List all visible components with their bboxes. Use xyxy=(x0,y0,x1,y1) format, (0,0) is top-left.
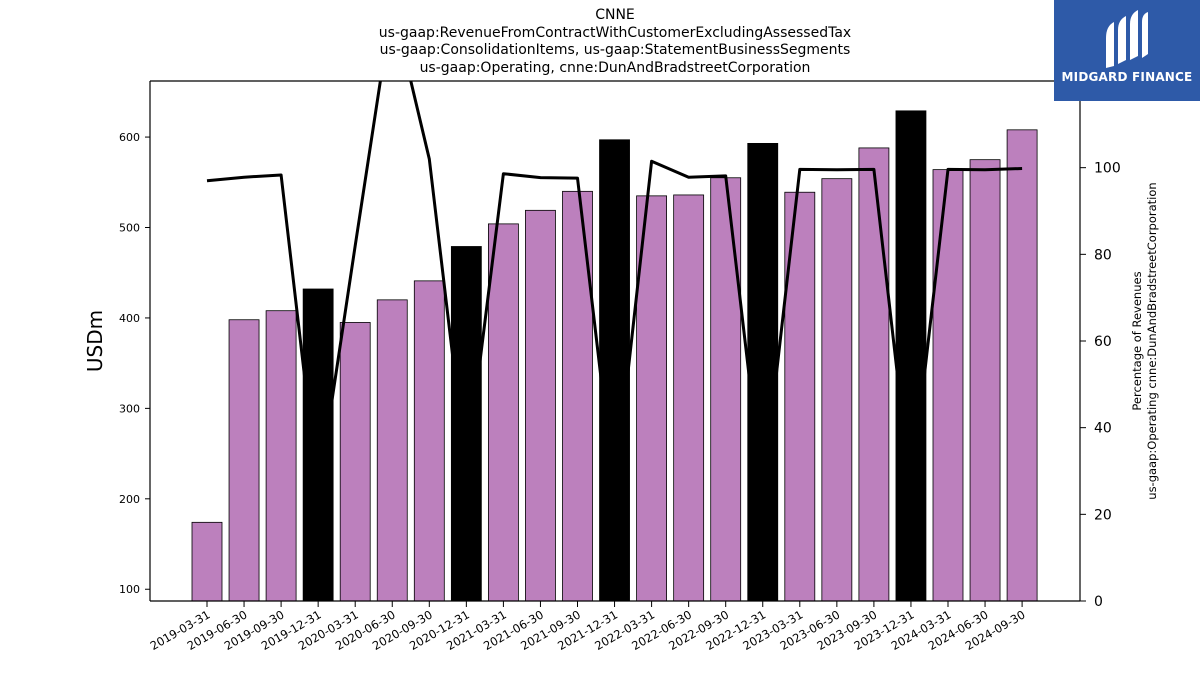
title-line-4: us-gaap:Operating, cnne:DunAndBradstreet… xyxy=(419,59,811,76)
bar-2022-12-31 xyxy=(747,142,779,602)
midgard-finance-logo: MIDGARD FINANCE xyxy=(1054,0,1200,101)
bar-2020-03-31 xyxy=(339,322,371,602)
logo-text: MIDGARD FINANCE xyxy=(1061,70,1193,84)
chart-title: CNNE us-gaap:RevenueFromContractWithCust… xyxy=(150,7,1080,77)
y-tick-label-300: 300 xyxy=(119,402,140,415)
bar-2023-12-31 xyxy=(895,110,927,602)
y-tick-label-200: 200 xyxy=(119,493,140,506)
title-line-1: CNNE xyxy=(595,7,635,23)
bar-2024-09-30 xyxy=(1006,129,1038,602)
bar-2020-09-30 xyxy=(413,280,445,602)
y2-tick-label-40: 40 xyxy=(1094,421,1112,437)
bar-2024-06-30 xyxy=(969,159,1001,602)
bar-2021-06-30 xyxy=(525,209,556,602)
percentage-line xyxy=(206,81,1023,495)
bar-2023-09-30 xyxy=(858,147,890,602)
bar-2020-12-31 xyxy=(450,246,482,602)
y-tick-label-100: 100 xyxy=(119,583,140,596)
bar-2021-03-31 xyxy=(487,223,519,602)
bar-2019-12-31 xyxy=(302,288,334,602)
midgard-logo-icon xyxy=(1106,10,1148,68)
y2-axis-label-line-2: us-gaap:Operating cnne:DunAndBradstreetC… xyxy=(1145,182,1159,499)
y2-tick-label-0: 0 xyxy=(1094,594,1103,610)
y2-tick-label-100: 100 xyxy=(1094,161,1121,177)
title-line-2: us-gaap:RevenueFromContractWithCustomerE… xyxy=(378,24,852,41)
bar-2023-06-30 xyxy=(821,178,853,602)
y-tick-label-600: 600 xyxy=(119,131,140,144)
bar-2019-06-30 xyxy=(228,319,260,602)
bar-2022-06-30 xyxy=(673,194,705,602)
y-tick-label-400: 400 xyxy=(119,312,140,325)
bar-2021-09-30 xyxy=(562,190,593,602)
y2-tick-label-20: 20 xyxy=(1094,507,1112,523)
y2-tick-label-60: 60 xyxy=(1094,334,1112,350)
bar-2019-03-31 xyxy=(191,521,223,602)
y2-axis-label-line-1: Percentage of Revenues xyxy=(1130,271,1144,410)
y2-tick-label-80: 80 xyxy=(1094,247,1112,263)
bar-2021-12-31 xyxy=(599,139,630,602)
y-axis-label: USDm xyxy=(83,310,107,372)
bar-2019-09-30 xyxy=(265,310,297,602)
bar-2022-09-30 xyxy=(710,177,742,602)
bar-2024-03-31 xyxy=(932,169,964,602)
title-line-3: us-gaap:ConsolidationItems, us-gaap:Stat… xyxy=(379,42,851,58)
bar-2020-06-30 xyxy=(376,299,408,602)
y-tick-label-500: 500 xyxy=(119,222,140,235)
